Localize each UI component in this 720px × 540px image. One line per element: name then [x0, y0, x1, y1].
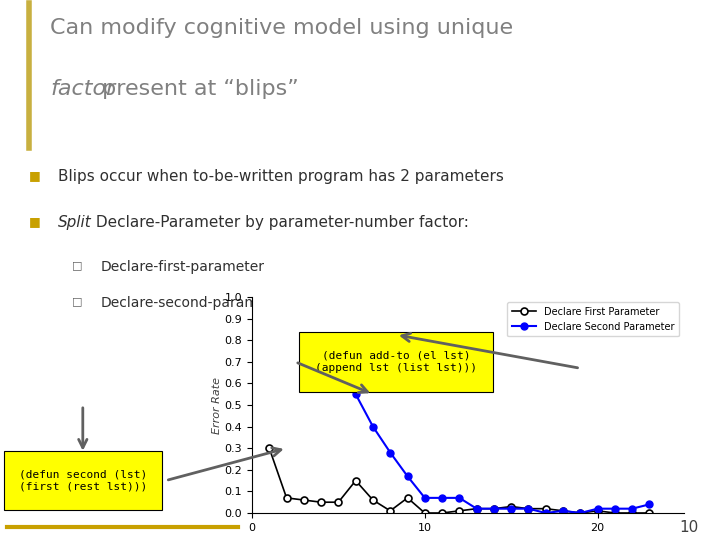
- Declare Second Parameter: [420, 495, 429, 501]
- Declare First Parameter: [282, 495, 291, 501]
- Legend: Declare First Parameter, Declare Second Parameter: Declare First Parameter, Declare Second …: [507, 302, 679, 336]
- Declare Second Parameter: [490, 505, 498, 512]
- Declare First Parameter: [420, 510, 429, 516]
- Text: (defun add-to (el lst)
(append lst (list lst))): (defun add-to (el lst) (append lst (list…: [315, 351, 477, 373]
- Declare First Parameter: [593, 508, 602, 514]
- Declare First Parameter: [317, 499, 325, 505]
- Declare Second Parameter: [541, 510, 550, 516]
- Declare First Parameter: [472, 505, 481, 512]
- Declare First Parameter: [490, 505, 498, 512]
- Declare Second Parameter: [593, 505, 602, 512]
- Declare First Parameter: [369, 497, 377, 503]
- FancyBboxPatch shape: [4, 451, 162, 510]
- Declare First Parameter: [300, 497, 308, 503]
- Declare First Parameter: [645, 510, 654, 516]
- Declare Second Parameter: [628, 505, 636, 512]
- Text: (defun second (lst)
(first (rest lst))): (defun second (lst) (first (rest lst))): [19, 470, 147, 491]
- Text: □: □: [72, 296, 83, 306]
- Declare First Parameter: [628, 510, 636, 516]
- Text: □: □: [72, 260, 83, 270]
- Declare First Parameter: [334, 499, 343, 505]
- Declare Second Parameter: [386, 449, 395, 456]
- Text: ■: ■: [29, 215, 40, 228]
- Text: Split: Split: [58, 215, 91, 230]
- Declare Second Parameter: [611, 505, 619, 512]
- Declare First Parameter: [455, 508, 464, 514]
- Declare Second Parameter: [438, 495, 446, 501]
- Declare First Parameter: [386, 508, 395, 514]
- Declare First Parameter: [438, 510, 446, 516]
- Declare Second Parameter: [403, 473, 412, 480]
- Declare First Parameter: [351, 477, 360, 484]
- Declare Second Parameter: [559, 508, 567, 514]
- Declare Second Parameter: [472, 505, 481, 512]
- Declare Second Parameter: [351, 391, 360, 397]
- Declare First Parameter: [403, 495, 412, 501]
- Text: Can modify cognitive model using unique: Can modify cognitive model using unique: [50, 18, 513, 38]
- Declare First Parameter: [541, 505, 550, 512]
- Text: Declare-first-parameter: Declare-first-parameter: [101, 260, 265, 274]
- Text: factor: factor: [50, 79, 116, 99]
- Line: Declare Second Parameter: Declare Second Parameter: [352, 391, 653, 516]
- Declare First Parameter: [576, 510, 585, 516]
- Y-axis label: Error Rate: Error Rate: [212, 376, 222, 434]
- Declare Second Parameter: [455, 495, 464, 501]
- Text: Blips occur when to-be-written program has 2 parameters: Blips occur when to-be-written program h…: [58, 170, 503, 184]
- Text: ■: ■: [29, 170, 40, 183]
- Declare First Parameter: [507, 503, 516, 510]
- FancyBboxPatch shape: [299, 332, 493, 392]
- Declare First Parameter: [265, 445, 274, 451]
- Text: present at “blips”: present at “blips”: [95, 79, 299, 99]
- Declare Second Parameter: [524, 505, 533, 512]
- Declare Second Parameter: [369, 423, 377, 430]
- Declare Second Parameter: [576, 510, 585, 516]
- Line: Declare First Parameter: Declare First Parameter: [266, 445, 653, 516]
- Declare Second Parameter: [645, 501, 654, 508]
- Text: Declare-Parameter by parameter-number factor:: Declare-Parameter by parameter-number fa…: [91, 215, 469, 230]
- Declare First Parameter: [524, 505, 533, 512]
- Text: Declare-second-parameter: Declare-second-parameter: [101, 296, 287, 310]
- Declare First Parameter: [559, 508, 567, 514]
- Text: 10: 10: [679, 519, 698, 535]
- Declare Second Parameter: [507, 505, 516, 512]
- Declare First Parameter: [611, 510, 619, 516]
